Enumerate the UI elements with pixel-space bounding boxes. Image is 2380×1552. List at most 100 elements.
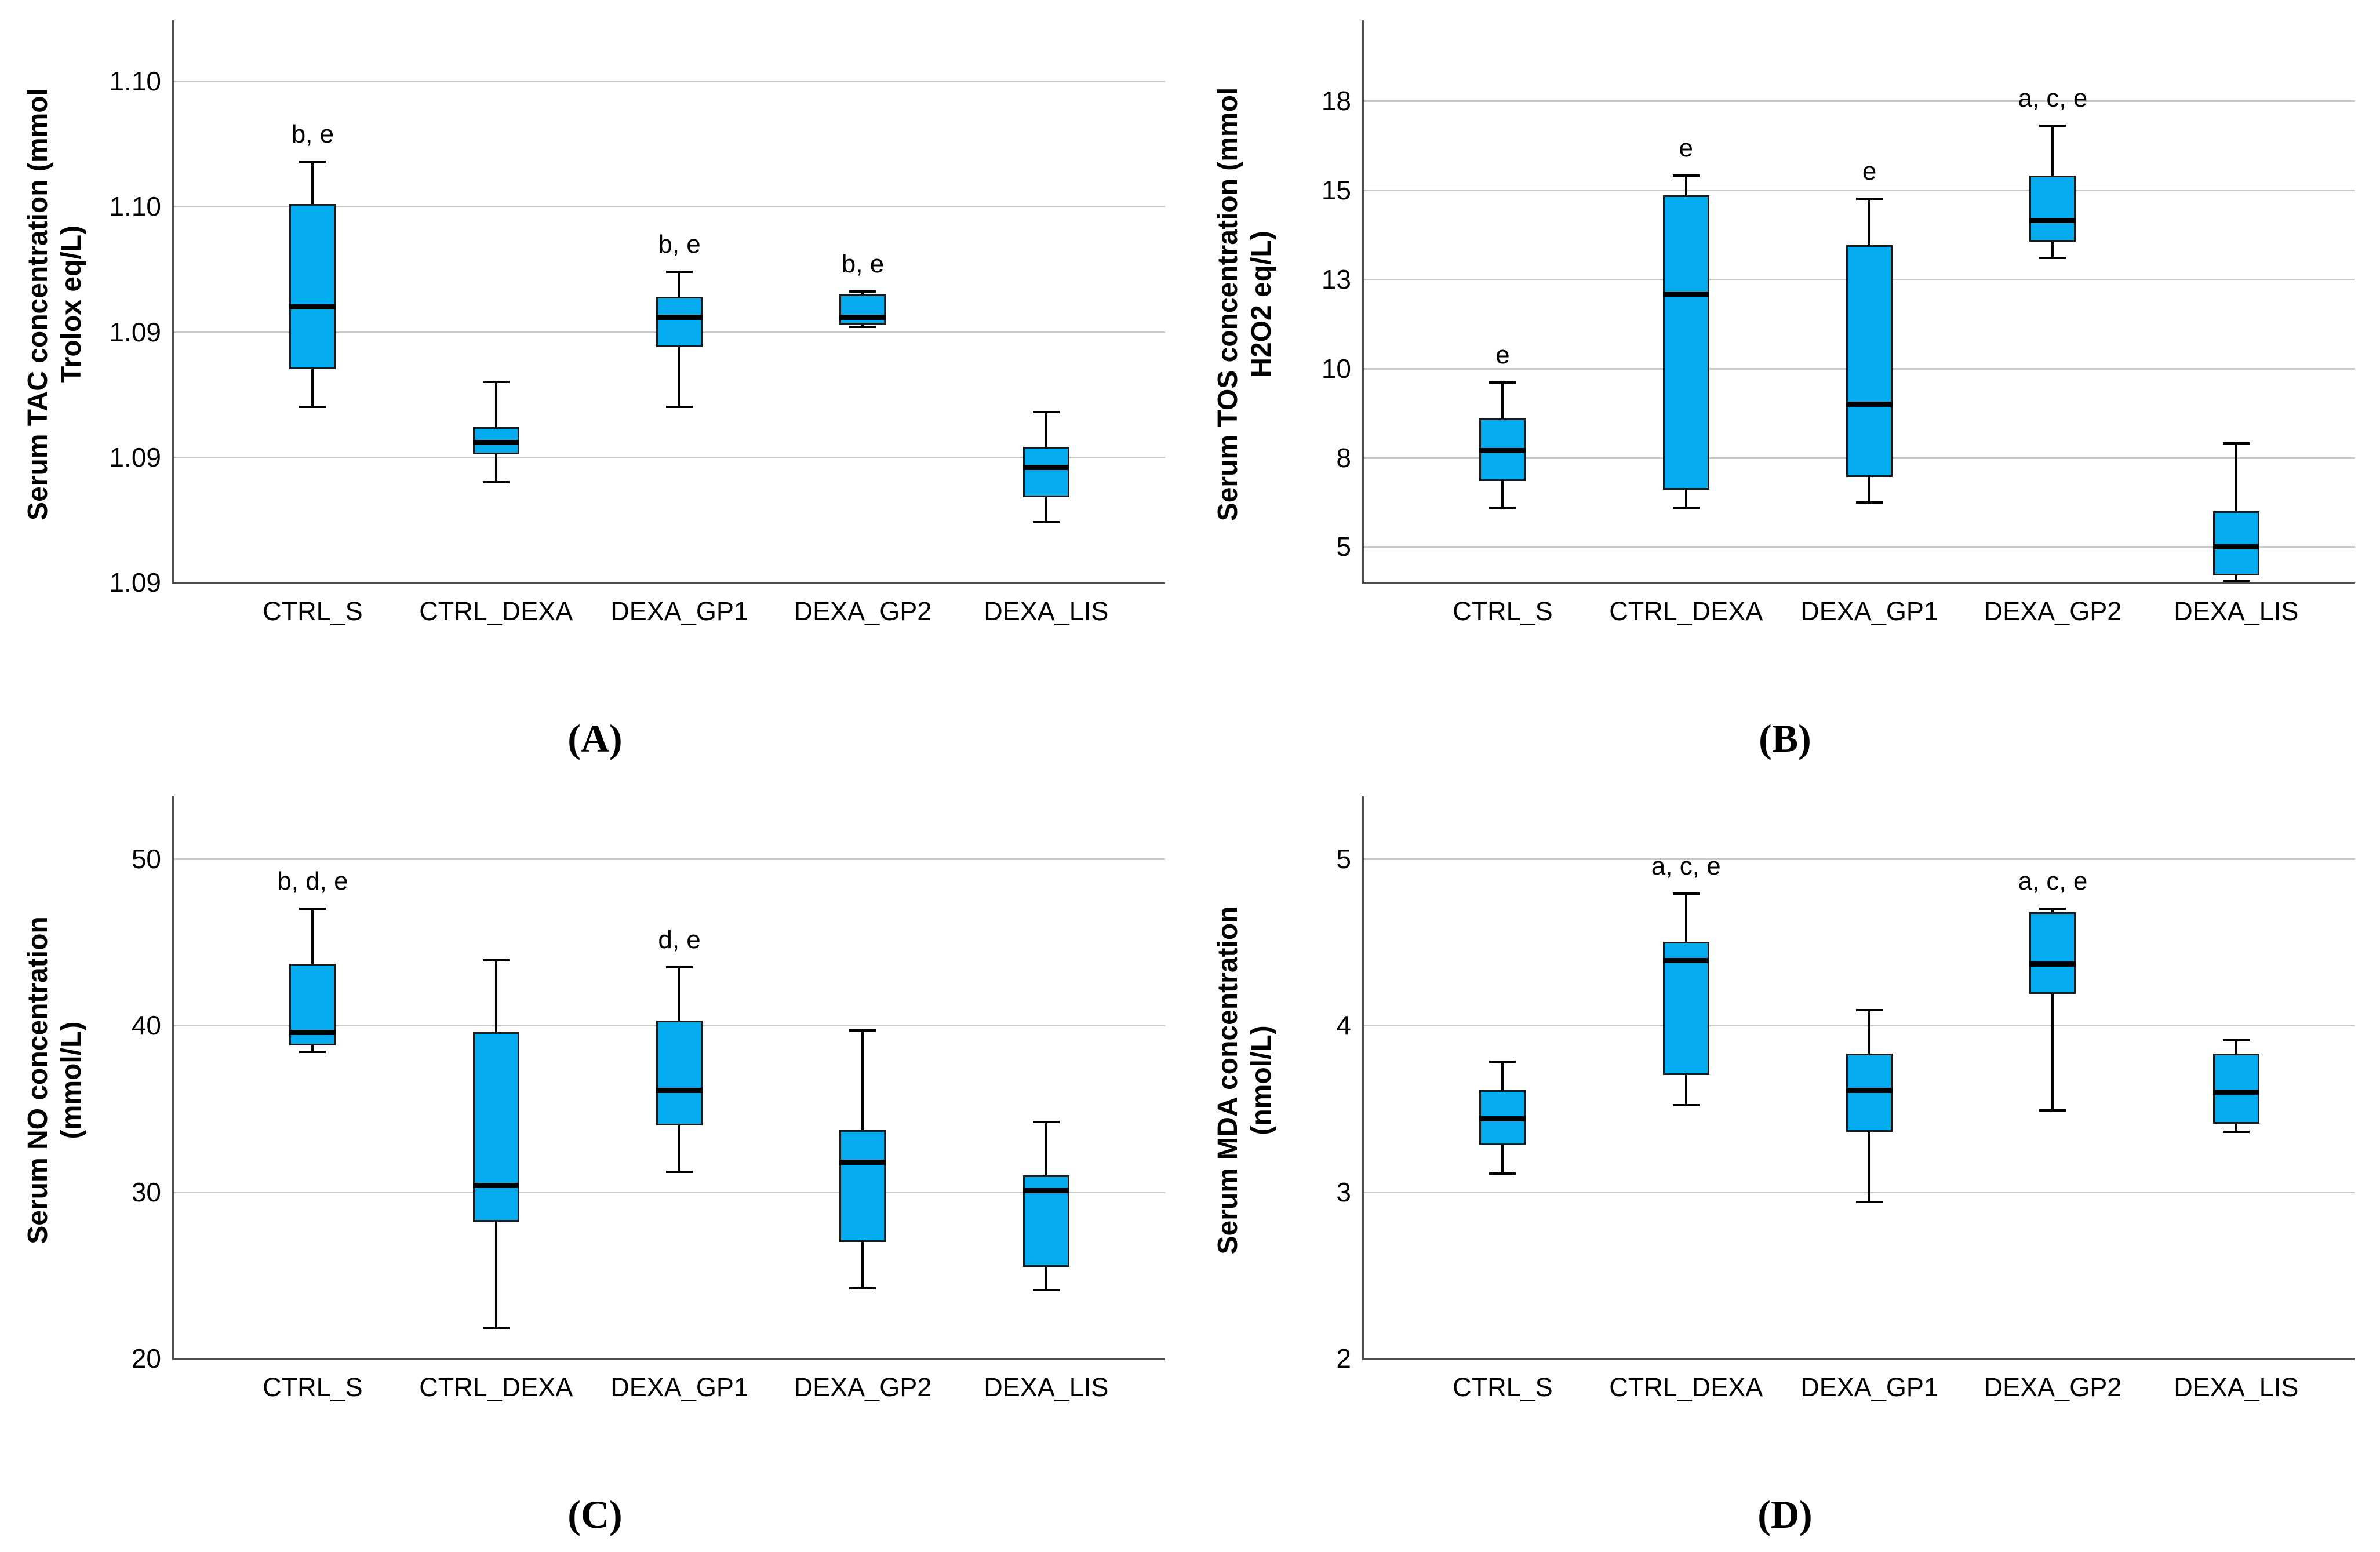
y-axis-title: Serum MDA concentration (nmol/L): [1211, 802, 1279, 1358]
x-axis-line: [1362, 1358, 2355, 1360]
whisker-cap-top: [1856, 198, 1883, 201]
whisker-cap-bottom: [849, 1287, 876, 1290]
panel-B: 5 8 10 13 15 18 Serum TOS concentration (mmol H…: [1190, 0, 2380, 776]
gridline-y-3: [1364, 1191, 2355, 1193]
y-axis-line: [172, 796, 174, 1360]
y-axis-title-line: Serum TOS concentration (mmol: [1213, 87, 1243, 522]
whisker-cap-bottom: [666, 406, 693, 409]
y-axis-title-line: (mmol/L): [56, 1021, 87, 1139]
significance-annotation: e: [1679, 134, 1693, 163]
whisker-cap-bottom: [2039, 1109, 2066, 1112]
x-category-label: DEXA_GP1: [610, 1372, 748, 1402]
median-line: [1022, 465, 1069, 471]
gridline-y-15: [1364, 190, 2355, 192]
box-DEXA_LIS: [2212, 511, 2259, 575]
box-CTRL_S: [289, 204, 336, 370]
x-category-label: DEXA_GP1: [610, 596, 748, 626]
significance-annotation: b, e: [841, 250, 885, 279]
y-tick-label: 50: [131, 843, 161, 874]
x-category-label: DEXA_GP1: [1800, 596, 1938, 626]
y-tick-label: 1.09: [109, 567, 161, 598]
median-line: [1022, 1187, 1069, 1193]
significance-annotation: a, c, e: [2018, 866, 2088, 895]
y-tick-label: 5: [1336, 531, 1351, 562]
gridline-y-5: [1364, 546, 2355, 548]
panel-A: 1.09 1.09 1.09 1.10 1.10 Serum TAC concentrat…: [0, 0, 1190, 776]
y-axis-line: [172, 20, 174, 584]
x-category-label: DEXA_GP2: [1984, 596, 2122, 626]
y-tick-label: 30: [131, 1176, 161, 1207]
y-axis-title-line: Serum MDA concentration: [1213, 906, 1243, 1255]
median-line: [289, 304, 336, 310]
y-tick-label: 13: [1321, 264, 1351, 294]
y-axis-title-line: (nmol/L): [1246, 1025, 1277, 1135]
box-DEXA_GP1: [656, 297, 703, 347]
whisker-cap-top: [666, 966, 693, 968]
significance-annotation: b, d, e: [277, 866, 348, 895]
box-DEXA_GP1: [1846, 245, 1893, 478]
y-tick-label: 10: [1321, 353, 1351, 384]
significance-annotation: a, c, e: [1651, 852, 1721, 881]
x-axis-line: [172, 1358, 1165, 1360]
y-axis-title-line: H2O2 eq/L): [1246, 231, 1277, 378]
gridline-y-5: [1364, 858, 2355, 860]
whisker-cap-bottom: [666, 1171, 693, 1174]
whisker-cap-top: [1032, 410, 1060, 413]
x-category-label: CTRL_DEXA: [1609, 596, 1763, 626]
x-category-label: CTRL_DEXA: [419, 596, 573, 626]
whisker-cap-top: [482, 381, 510, 384]
median-line: [2212, 1090, 2259, 1095]
whisker-cap-bottom: [1672, 506, 1700, 509]
whisker-cap-bottom: [1489, 1172, 1516, 1175]
y-axis-line: [1362, 796, 1364, 1360]
median-line: [1662, 291, 1709, 297]
gridline-y-1.10: [174, 81, 1165, 83]
y-axis-title: Serum NO concentration (mmol/L): [21, 802, 89, 1358]
x-category-label: DEXA_GP2: [794, 1372, 932, 1402]
whisker-cap-top: [2222, 1039, 2250, 1042]
x-category-label: DEXA_GP1: [1800, 1372, 1938, 1402]
panel-C: 20 30 40 50 Serum NO concentration (mmol/L) b,…: [0, 776, 1190, 1552]
whisker-cap-bottom: [1032, 521, 1060, 524]
whisker-cap-top: [1032, 1120, 1060, 1123]
box-DEXA_GP2: [2029, 912, 2076, 994]
gridline-y-1.10: [174, 206, 1165, 208]
y-tick-label: 20: [131, 1343, 161, 1374]
gridline-y-4: [1364, 1025, 2355, 1027]
x-category-label: CTRL_S: [1453, 596, 1553, 626]
median-line: [1479, 448, 1526, 454]
panel-letter-D: (D): [1757, 1492, 1813, 1536]
x-axis-line: [172, 582, 1165, 584]
panel-letter-C: (C): [567, 1492, 623, 1536]
whisker-cap-bottom: [849, 325, 876, 328]
y-axis-title-line: Serum TAC concentration (mmol: [23, 88, 53, 520]
y-tick-label: 40: [131, 1010, 161, 1041]
y-tick-label: 1.09: [109, 442, 161, 472]
x-category-label: DEXA_GP2: [1984, 1372, 2122, 1402]
significance-annotation: b, e: [658, 229, 701, 258]
box-CTRL_DEXA: [1662, 195, 1709, 490]
whisker-cap-bottom: [2222, 1131, 2250, 1134]
whisker-cap-bottom: [1856, 501, 1883, 504]
whisker-cap-top: [1672, 892, 1700, 895]
y-tick-label: 1.09: [109, 316, 161, 347]
gridline-y-30: [174, 1191, 1165, 1193]
gridline-y-18: [1364, 100, 2355, 103]
whisker-cap-bottom: [482, 1327, 510, 1330]
y-tick-label: 1.10: [109, 191, 161, 222]
y-axis-title: Serum TOS concentration (mmol H2O2 eq/L): [1211, 26, 1279, 582]
median-line: [2029, 218, 2076, 224]
gridline-y-1.09: [174, 456, 1165, 458]
whisker-cap-top: [2039, 907, 2066, 910]
significance-annotation: a, c, e: [2018, 84, 2088, 113]
whisker-cap-top: [1489, 1061, 1516, 1063]
median-line: [1846, 1088, 1893, 1094]
y-axis-title: Serum TAC concentration (mmol Trolox eq/L…: [21, 26, 89, 582]
panel-letter-B: (B): [1759, 716, 1811, 760]
x-category-label: DEXA_GP2: [794, 596, 932, 626]
y-axis-title-line: Serum NO concentration: [23, 916, 53, 1244]
whisker-cap-bottom: [2222, 579, 2250, 582]
y-axis-line: [1362, 20, 1364, 584]
